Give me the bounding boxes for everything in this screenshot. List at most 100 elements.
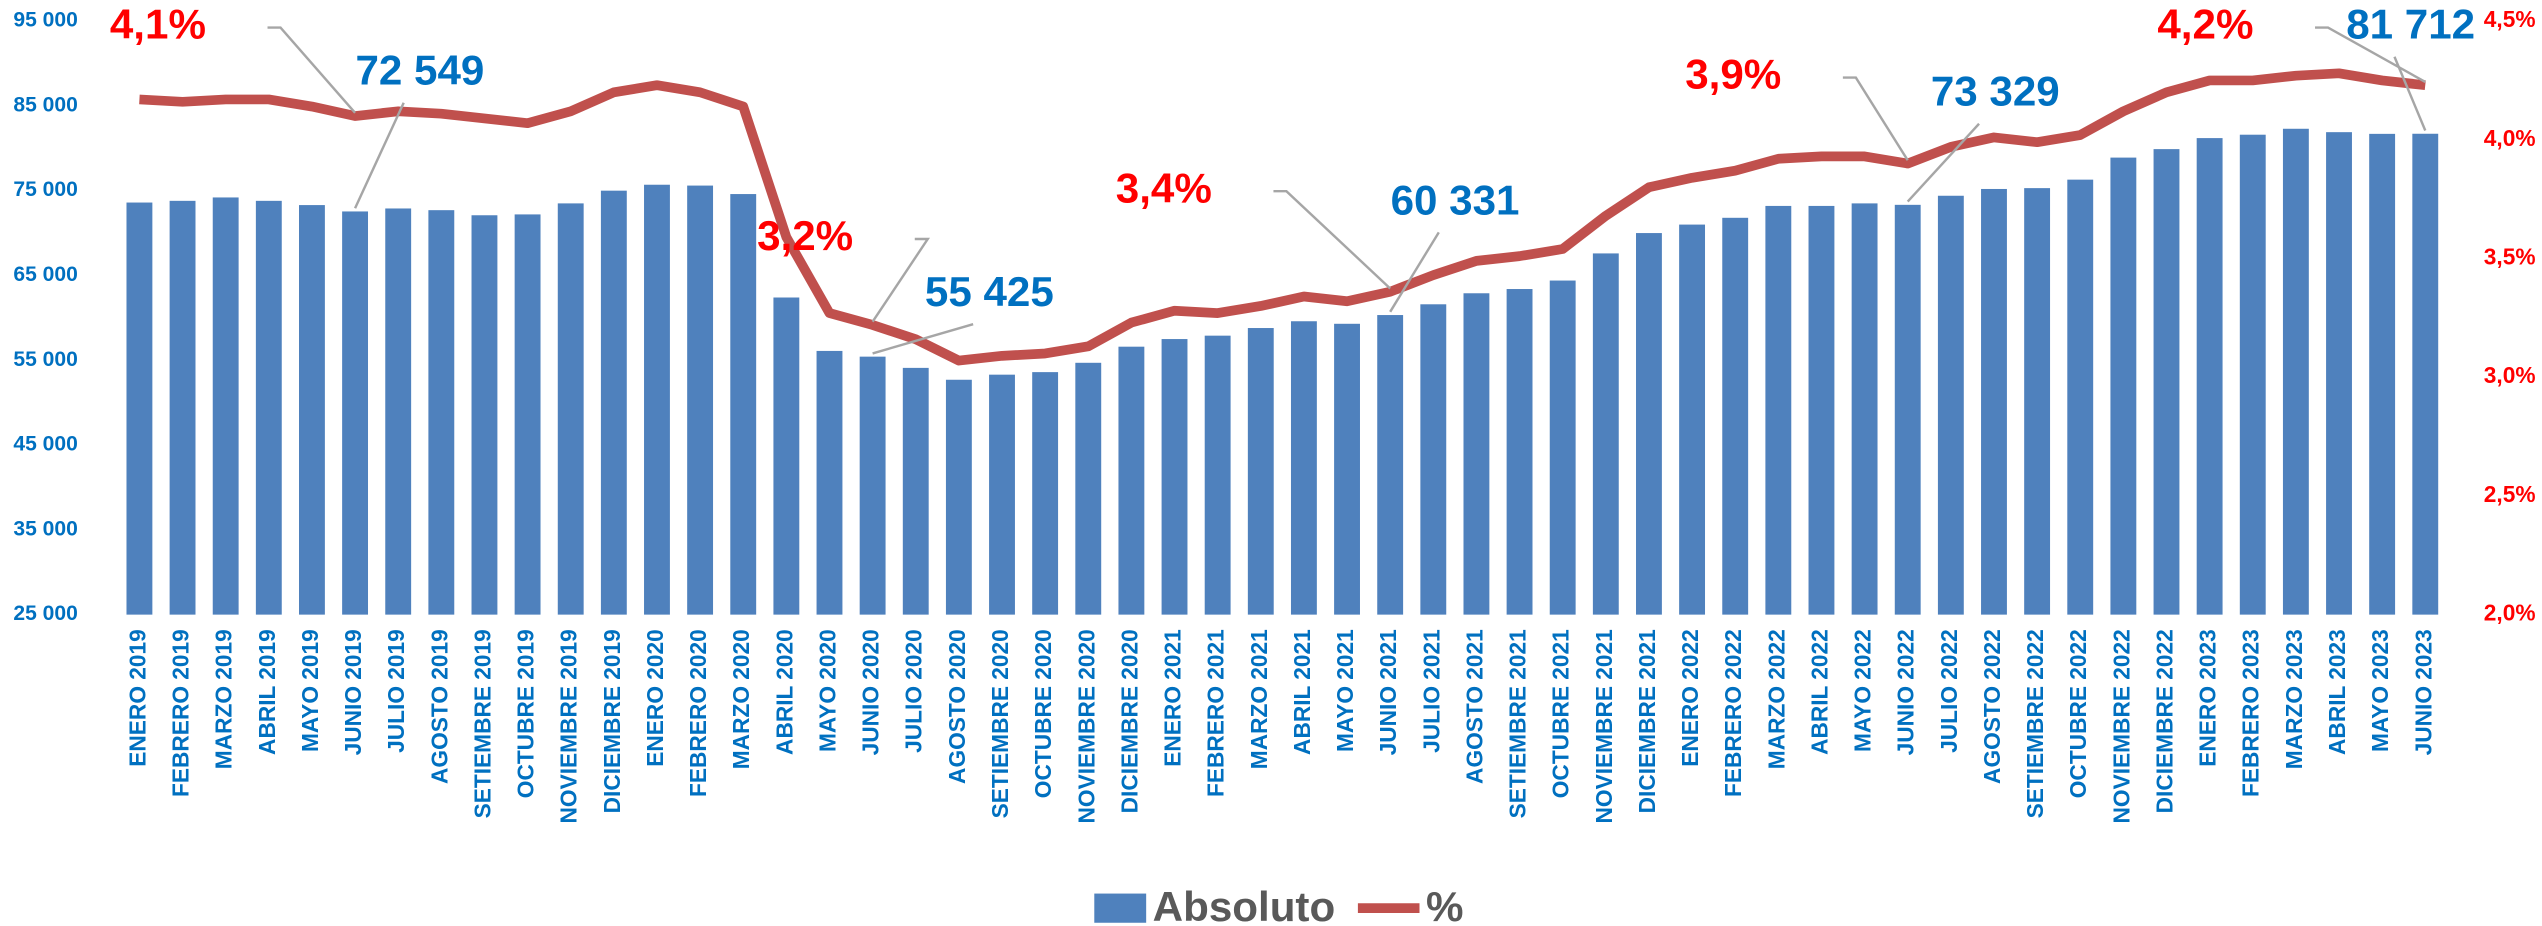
x-tick-label: DICIEMBRE 2019 (599, 629, 625, 813)
bar (1161, 339, 1188, 615)
x-tick-label: JULIO 2022 (1936, 629, 1962, 753)
x-tick-label: AGOSTO 2019 (426, 629, 452, 784)
x-tick-label: ENERO 2023 (2195, 629, 2221, 766)
x-tick-label: ENERO 2021 (1160, 629, 1186, 766)
bar (2024, 188, 2051, 615)
x-tick-label: ENERO 2019 (124, 629, 150, 766)
data-label: 3,2% (757, 212, 853, 259)
bar (600, 190, 627, 615)
bar (2153, 149, 2180, 615)
line (139, 68, 2426, 366)
x-tick-label: OCTUBRE 2019 (513, 629, 539, 798)
bar (1851, 203, 1878, 615)
data-label: 81 712 (2346, 1, 2475, 48)
x-tick-label: MAYO 2022 (1850, 629, 1876, 752)
x-tick-label: MAYO 2019 (297, 629, 323, 752)
x-tick-label: FEBRERO 2023 (2238, 629, 2264, 797)
bar (1808, 205, 1835, 615)
x-tick-label: OCTUBRE 2020 (1030, 629, 1056, 798)
x-tick-label: NOVIEMBRE 2020 (1073, 629, 1099, 823)
bar (1290, 321, 1317, 615)
bar (989, 374, 1015, 615)
bar (2326, 132, 2352, 615)
bar (1118, 346, 1145, 615)
leader-line (872, 323, 974, 355)
bar (1765, 205, 1792, 615)
bar (1075, 362, 1102, 615)
bar (1334, 323, 1360, 615)
leader-line (2393, 56, 2427, 131)
bar (1247, 328, 1274, 615)
bar (1937, 195, 1964, 615)
x-tick-label: MAYO 2023 (2367, 629, 2393, 752)
x-tick-label: MARZO 2023 (2281, 629, 2307, 769)
y-tick-label: 85 000 (13, 93, 77, 116)
x-tick-label: JUNIO 2023 (2410, 629, 2436, 755)
bar (1722, 217, 1749, 615)
x-tick-label: JUNIO 2021 (1375, 629, 1401, 755)
x-tick-label: ABRIL 2021 (1289, 629, 1315, 755)
y2-tick-label: 3,5% (2484, 243, 2536, 269)
leader-line (2315, 26, 2426, 84)
bar (471, 215, 498, 615)
bar (1592, 253, 1619, 615)
bar (859, 356, 886, 615)
y2-tick-label: 2,0% (2484, 600, 2536, 626)
bar (1204, 335, 1231, 615)
x-tick-label: ABRIL 2023 (2324, 629, 2350, 755)
bar (255, 200, 282, 615)
data-label: 4,1% (110, 1, 206, 48)
data-label: 3,9% (1685, 51, 1781, 98)
x-tick-label: AGOSTO 2022 (1979, 629, 2005, 784)
y-tick-label: 75 000 (13, 178, 77, 201)
y2-tick-label: 2,5% (2484, 481, 2536, 507)
data-label: 72 549 (355, 47, 484, 94)
legend-label: Absoluto (1153, 883, 1336, 926)
bar (1506, 289, 1533, 615)
bar (2110, 157, 2137, 615)
bar (212, 197, 239, 615)
x-tick-label: NOVIEMBRE 2022 (2108, 629, 2134, 823)
x-tick-label: SETIEMBRE 2022 (2022, 629, 2048, 818)
bar (773, 297, 800, 615)
bar (1032, 372, 1059, 615)
leader-line (1906, 122, 1980, 203)
bar (557, 203, 584, 615)
x-tick-label: JULIO 2020 (901, 629, 927, 753)
x-tick-label: NOVIEMBRE 2021 (1591, 629, 1617, 823)
leader-line (353, 102, 405, 209)
y-tick-label: 45 000 (13, 433, 77, 456)
x-tick-label: DICIEMBRE 2020 (1116, 629, 1142, 813)
x-tick-label: JULIO 2021 (1418, 629, 1444, 753)
x-tick-label: DICIEMBRE 2021 (1634, 629, 1660, 813)
bar (428, 210, 455, 615)
data-label: 73 329 (1931, 68, 2060, 115)
x-tick-label: SETIEMBRE 2019 (469, 629, 495, 818)
x-tick-label: MAYO 2021 (1332, 629, 1358, 752)
bar (385, 208, 412, 615)
x-tick-label: DICIEMBRE 2022 (2151, 629, 2177, 813)
data-label: 55 425 (925, 268, 1054, 315)
x-tick-label: FEBRERO 2019 (168, 629, 194, 797)
bar (644, 184, 670, 615)
bar (1679, 224, 1706, 615)
bar (2369, 133, 2396, 615)
x-tick-label: ENERO 2022 (1677, 629, 1703, 766)
bar (169, 200, 196, 615)
x-tick-label: JUNIO 2022 (1893, 629, 1919, 755)
x-tick-label: AGOSTO 2020 (944, 629, 970, 784)
bar (945, 379, 972, 615)
x-tick-label: ABRIL 2019 (254, 629, 280, 755)
bar (2196, 138, 2223, 615)
bar (1894, 204, 1921, 615)
bar (1463, 293, 1490, 615)
bar (816, 350, 843, 615)
bar (730, 194, 757, 615)
bar (514, 214, 541, 615)
x-tick-label: MAYO 2020 (814, 629, 840, 752)
bar (1636, 233, 1662, 615)
bar (902, 367, 929, 615)
y-tick-label: 25 000 (13, 602, 77, 625)
